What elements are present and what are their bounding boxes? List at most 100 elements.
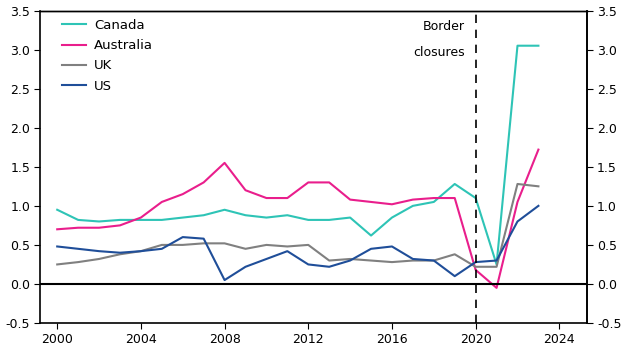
Line: Australia: Australia xyxy=(57,150,539,288)
UK xyxy=(388,260,396,264)
Canada xyxy=(242,213,250,217)
UK xyxy=(493,265,500,269)
UK xyxy=(95,257,103,261)
US xyxy=(535,204,542,208)
Australia xyxy=(116,223,124,227)
Canada xyxy=(430,200,438,204)
US xyxy=(305,262,312,266)
US xyxy=(514,219,521,224)
Australia xyxy=(305,180,312,184)
US xyxy=(200,237,208,241)
US xyxy=(346,258,354,263)
UK xyxy=(535,184,542,188)
Text: closures: closures xyxy=(414,46,465,59)
US xyxy=(179,235,186,239)
UK xyxy=(242,247,250,251)
US xyxy=(283,249,291,253)
Line: Canada: Canada xyxy=(57,46,539,264)
Canada xyxy=(200,213,208,217)
Australia xyxy=(263,196,270,200)
Australia xyxy=(221,161,228,165)
Australia xyxy=(451,196,458,200)
Australia xyxy=(388,202,396,206)
Canada xyxy=(451,182,458,186)
Australia xyxy=(53,227,61,231)
UK xyxy=(305,243,312,247)
Legend: Canada, Australia, UK, US: Canada, Australia, UK, US xyxy=(57,14,158,98)
UK xyxy=(409,258,416,263)
Australia xyxy=(200,180,208,184)
Canada xyxy=(514,44,521,48)
US xyxy=(472,260,480,264)
Australia xyxy=(137,215,145,220)
US xyxy=(95,249,103,253)
US xyxy=(242,265,250,269)
UK xyxy=(430,258,438,263)
UK xyxy=(325,258,333,263)
Australia xyxy=(535,147,542,152)
Australia xyxy=(325,180,333,184)
Australia xyxy=(493,286,500,290)
Canada xyxy=(367,233,375,238)
UK xyxy=(346,257,354,261)
Australia xyxy=(95,226,103,230)
Line: US: US xyxy=(57,206,539,280)
Canada xyxy=(535,44,542,48)
UK xyxy=(116,252,124,256)
UK xyxy=(367,258,375,263)
Canada xyxy=(263,215,270,220)
US xyxy=(75,247,82,251)
Canada xyxy=(493,262,500,266)
US xyxy=(451,274,458,278)
Canada xyxy=(409,204,416,208)
US xyxy=(263,257,270,261)
US xyxy=(388,244,396,249)
Australia xyxy=(75,226,82,230)
UK xyxy=(53,262,61,266)
Text: Border: Border xyxy=(423,20,465,33)
Canada xyxy=(158,218,166,222)
US xyxy=(53,244,61,249)
US xyxy=(367,247,375,251)
Canada xyxy=(116,218,124,222)
UK xyxy=(137,249,145,253)
Canada xyxy=(283,213,291,217)
Australia xyxy=(242,188,250,192)
US xyxy=(430,258,438,263)
US xyxy=(409,257,416,261)
UK xyxy=(179,243,186,247)
Canada xyxy=(221,208,228,212)
UK xyxy=(472,265,480,269)
US xyxy=(137,249,145,253)
Canada xyxy=(346,215,354,220)
Canada xyxy=(75,218,82,222)
Canada xyxy=(305,218,312,222)
UK xyxy=(75,260,82,264)
Canada xyxy=(53,208,61,212)
Australia xyxy=(283,196,291,200)
Line: UK: UK xyxy=(57,184,539,267)
UK xyxy=(451,252,458,256)
UK xyxy=(221,241,228,245)
Canada xyxy=(325,218,333,222)
Canada xyxy=(137,218,145,222)
Canada xyxy=(388,215,396,220)
UK xyxy=(158,243,166,247)
Australia xyxy=(179,192,186,196)
Australia xyxy=(472,268,480,272)
Australia xyxy=(430,196,438,200)
Australia xyxy=(409,197,416,202)
US xyxy=(116,251,124,255)
UK xyxy=(514,182,521,186)
UK xyxy=(200,241,208,245)
US xyxy=(221,278,228,282)
Australia xyxy=(514,200,521,204)
US xyxy=(493,258,500,263)
US xyxy=(158,247,166,251)
US xyxy=(325,265,333,269)
Canada xyxy=(472,196,480,200)
UK xyxy=(263,243,270,247)
UK xyxy=(283,244,291,249)
Canada xyxy=(179,215,186,220)
Australia xyxy=(367,200,375,204)
